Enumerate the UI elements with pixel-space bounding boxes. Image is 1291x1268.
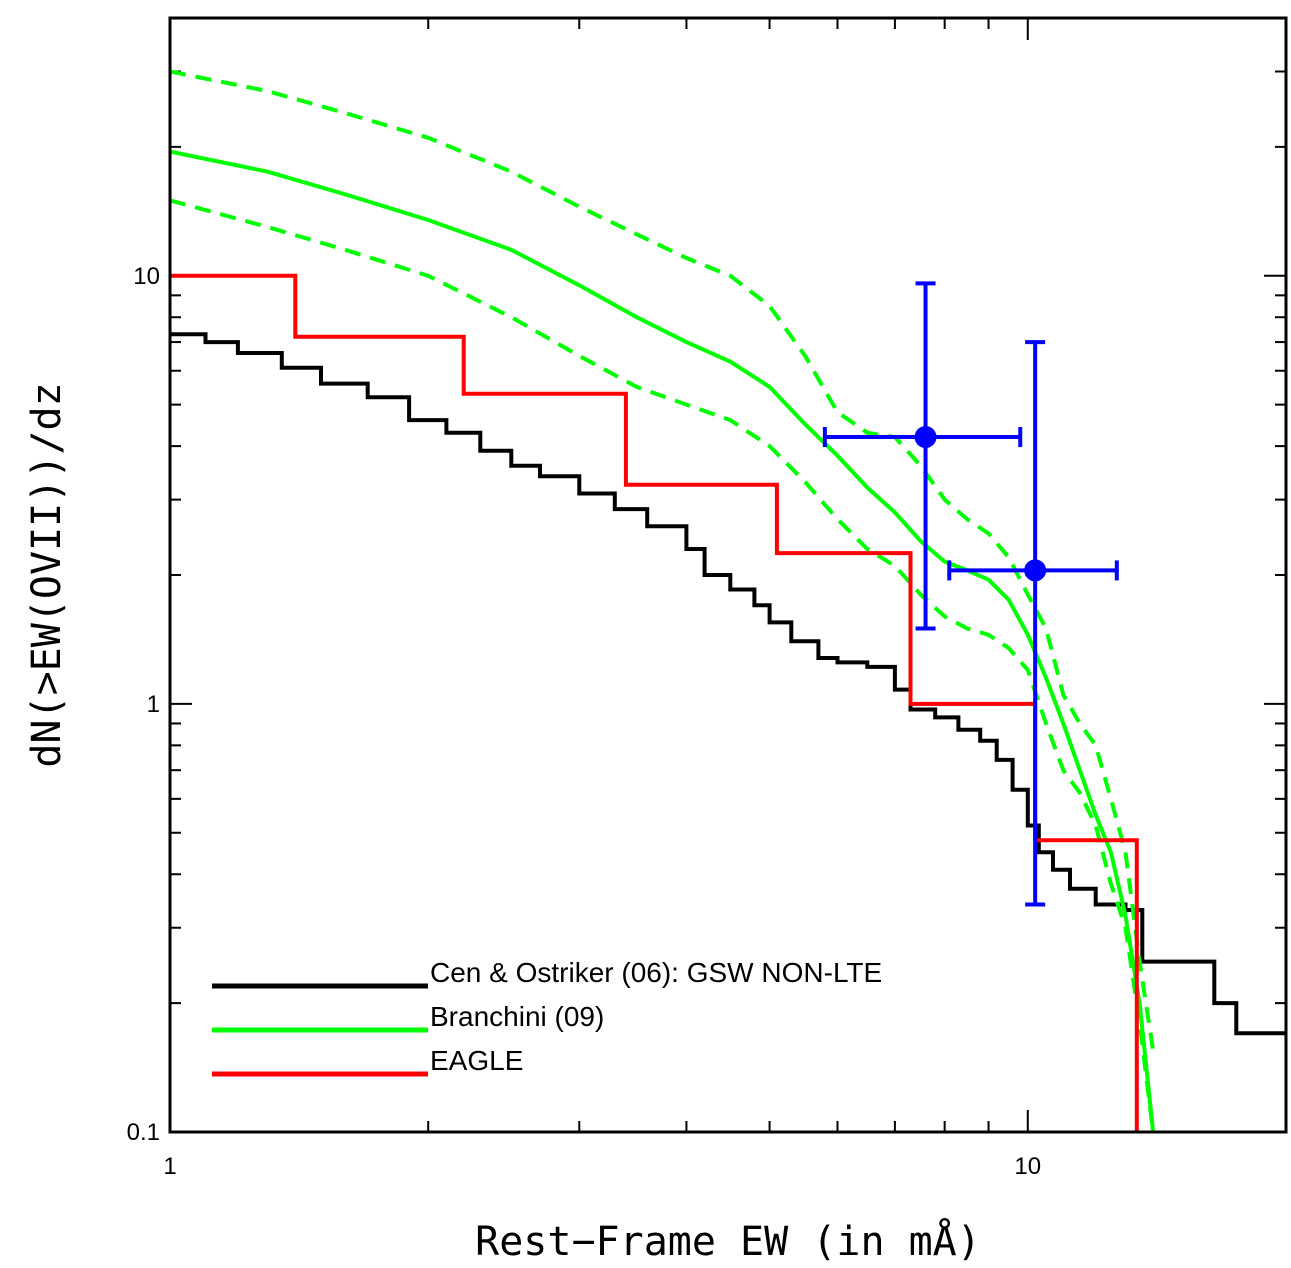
y-tick-label: 0.1 — [127, 1119, 160, 1146]
minor-ticks — [169, 17, 1287, 1133]
series-line-branchini-09-lower — [170, 198, 1156, 1132]
legend: Cen & Ostriker (06): GSW NON-LTE Branchin… — [212, 957, 882, 1077]
x-tick-label: 1 — [163, 1153, 176, 1180]
legend-label-cen-ostriker-06-gsw-non-lte: Cen & Ostriker (06): GSW NON-LTE — [430, 957, 882, 988]
data-point — [947, 340, 1119, 907]
y-axis-label: dN(>EW(OVII))/dz — [24, 382, 70, 767]
series-line-branchini-09-upper — [170, 69, 1156, 1051]
x-tick-label: 10 — [1014, 1153, 1041, 1180]
data-point-marker — [914, 426, 937, 449]
series-line-branchini-09 — [170, 149, 1156, 1132]
y-tick-label: 1 — [147, 691, 160, 718]
legend-label-branchini-09: Branchini (09) — [430, 1001, 604, 1032]
series-line-cen-ostriker-06-gsw-non-lte — [170, 332, 1286, 1036]
data-point-marker — [1024, 559, 1047, 582]
legend-label-eagle: EAGLE — [430, 1045, 523, 1076]
x-axis-label: Rest−Frame EW (in mÅ) — [475, 1217, 981, 1265]
data-point — [822, 281, 1023, 631]
y-tick-label: 10 — [133, 263, 160, 290]
plot-frame — [168, 16, 1288, 1134]
data-points-layer — [822, 281, 1119, 907]
